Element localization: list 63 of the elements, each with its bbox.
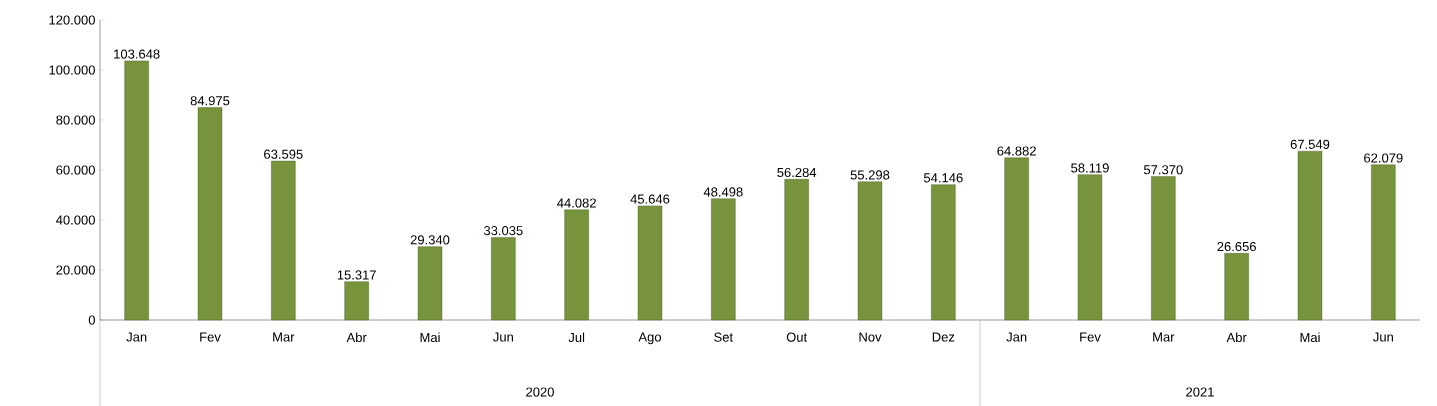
bar — [711, 198, 736, 321]
bar — [857, 181, 883, 321]
data-label: 26.656 — [1217, 241, 1256, 252]
x-tick-label: Mar — [1153, 332, 1175, 342]
bar — [931, 184, 956, 321]
x-tick-label: Dez — [932, 332, 955, 342]
data-label: 44.082 — [557, 198, 596, 208]
text: 2021 — [1186, 387, 1214, 397]
data-label: 57.370 — [1143, 165, 1183, 175]
x-tick-label: Jan — [126, 332, 147, 342]
text: 2020 — [526, 387, 554, 397]
data-label: 58.119 — [1071, 163, 1109, 173]
x-tick-label: Out — [786, 332, 808, 342]
data-label: 103.648 — [114, 49, 160, 59]
y-tick-label: 120.000 — [49, 15, 95, 25]
bar — [1224, 253, 1249, 321]
y-tick-label: 20.000 — [56, 265, 95, 275]
bar — [637, 205, 663, 321]
bar — [1297, 150, 1323, 321]
x-tick-label: Jul — [568, 332, 585, 343]
x-tick-label: Mai — [420, 332, 440, 343]
bar — [1151, 176, 1176, 321]
y-tick-label: 40.000 — [56, 215, 95, 225]
bar — [271, 160, 296, 321]
bar — [1077, 174, 1103, 321]
y-tick-label: 60.000 — [56, 165, 95, 175]
x-tick-label: Mar — [273, 332, 295, 342]
bar — [1371, 164, 1396, 321]
y-tick-label: 100.000 — [49, 65, 95, 75]
bar — [124, 60, 149, 321]
data-label: 64.882 — [997, 146, 1036, 156]
x-tick-label: Abr — [346, 332, 367, 343]
bar — [344, 281, 369, 321]
x-tick-label: Jun — [493, 332, 513, 342]
x-tick-label: Mai — [1300, 332, 1320, 343]
bar — [564, 209, 589, 321]
bar — [784, 179, 809, 321]
data-label: 45.646 — [630, 194, 670, 204]
data-label: 54.146 — [923, 173, 963, 183]
x-tick-label: Abr — [1226, 332, 1247, 343]
bar — [417, 246, 443, 321]
data-label: 56.284 — [777, 167, 817, 178]
bar — [197, 107, 223, 321]
data-label: 63.595 — [264, 149, 303, 159]
x-tick-label: Jan — [1006, 332, 1027, 342]
x-tick-label: Jun — [1373, 332, 1393, 342]
data-label: 29.340 — [410, 235, 450, 245]
y-tick-label: 80.000 — [56, 115, 95, 125]
data-label: 55.298 — [850, 170, 890, 180]
data-label: 15.317 — [337, 270, 376, 280]
x-tick-label: Set — [714, 332, 733, 342]
data-label: 33.035 — [483, 226, 523, 236]
data-label: 62.079 — [1364, 153, 1403, 163]
y-tick-label: 0 — [88, 315, 95, 325]
data-label: 67.549 — [1290, 139, 1330, 149]
data-label: 84.975 — [190, 96, 230, 106]
bar — [1004, 157, 1029, 321]
x-tick-label: Nov — [859, 332, 882, 342]
x-tick-label: Fev — [1080, 332, 1101, 342]
data-label: 48.498 — [703, 187, 743, 197]
x-tick-label: Fev — [200, 332, 221, 342]
x-tick-label: Ago — [638, 332, 662, 345]
bar — [491, 237, 516, 321]
